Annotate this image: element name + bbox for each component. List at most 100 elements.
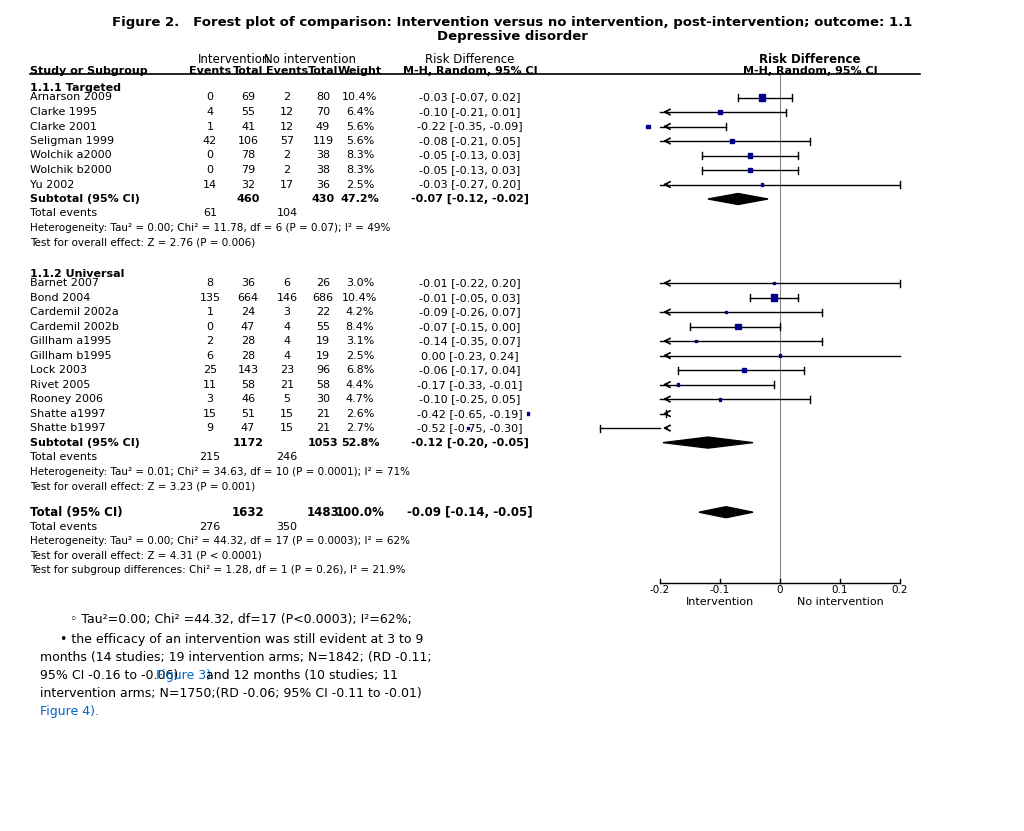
Text: Clarke 1995: Clarke 1995 [30,107,97,117]
Text: Total: Total [232,66,263,76]
FancyBboxPatch shape [694,340,697,342]
Text: and 12 months (10 studies; 11: and 12 months (10 studies; 11 [202,669,397,681]
FancyBboxPatch shape [735,324,740,329]
Text: No intervention: No intervention [797,597,884,607]
Text: 61: 61 [203,209,217,219]
Text: Bond 2004: Bond 2004 [30,293,90,302]
Text: Risk Difference: Risk Difference [425,53,515,66]
Polygon shape [663,437,753,448]
Text: 2.6%: 2.6% [346,409,374,419]
Text: 38: 38 [316,165,330,175]
Text: Test for subgroup differences: Chi² = 1.28, df = 1 (P = 0.26), I² = 21.9%: Test for subgroup differences: Chi² = 1.… [30,565,406,575]
Text: Figure 2.   Forest plot of comparison: Intervention versus no intervention, post: Figure 2. Forest plot of comparison: Int… [112,16,912,29]
Text: Total (95% CI): Total (95% CI) [30,506,123,519]
FancyBboxPatch shape [748,168,753,173]
Text: 78: 78 [241,150,255,160]
Text: No intervention: No intervention [264,53,356,66]
Text: 3: 3 [207,394,213,404]
Text: 80: 80 [316,92,330,102]
Text: intervention arms; N=1750;(RD -0.06; 95% CI -0.11 to -0.01): intervention arms; N=1750;(RD -0.06; 95%… [40,686,422,700]
Text: 46: 46 [241,394,255,404]
Text: 79: 79 [241,165,255,175]
Text: -0.52 [-0.75, -0.30]: -0.52 [-0.75, -0.30] [417,423,522,433]
Text: 32: 32 [241,179,255,189]
Text: 430: 430 [311,194,335,204]
Text: 0: 0 [777,585,783,595]
Text: Total events: Total events [30,452,97,462]
Text: Heterogeneity: Tau² = 0.00; Chi² = 44.32, df = 17 (P = 0.0003); I² = 62%: Heterogeneity: Tau² = 0.00; Chi² = 44.32… [30,536,410,546]
Text: -0.07 [-0.15, 0.00]: -0.07 [-0.15, 0.00] [419,322,520,332]
Text: 26: 26 [316,278,330,288]
Text: -0.08 [-0.21, 0.05]: -0.08 [-0.21, 0.05] [419,136,521,146]
Text: Wolchik b2000: Wolchik b2000 [30,165,112,175]
Text: -0.05 [-0.13, 0.03]: -0.05 [-0.13, 0.03] [420,150,520,160]
Text: 1483: 1483 [306,506,339,519]
Text: 350: 350 [276,522,298,532]
Text: Lock 2003: Lock 2003 [30,365,87,375]
Text: -0.2: -0.2 [650,585,670,595]
Text: Figure 3): Figure 3) [156,669,211,681]
Text: -0.42 [-0.65, -0.19]: -0.42 [-0.65, -0.19] [417,409,523,419]
Text: 58: 58 [316,380,330,390]
Text: 2.7%: 2.7% [346,423,374,433]
FancyBboxPatch shape [759,95,765,101]
Text: • the efficacy of an intervention was still evident at 3 to 9: • the efficacy of an intervention was st… [60,632,423,646]
Text: Cardemil 2002a: Cardemil 2002a [30,307,119,317]
Text: Weight: Weight [338,66,382,76]
Text: Gillham a1995: Gillham a1995 [30,336,112,346]
Text: Total events: Total events [30,522,97,532]
Text: 664: 664 [238,293,259,302]
FancyBboxPatch shape [742,368,746,372]
Text: Seligman 1999: Seligman 1999 [30,136,114,146]
Text: 119: 119 [312,136,334,146]
Text: 100.0%: 100.0% [336,506,384,519]
Text: 4.2%: 4.2% [346,307,374,317]
Text: Depressive disorder: Depressive disorder [436,30,588,43]
Text: -0.09 [-0.14, -0.05]: -0.09 [-0.14, -0.05] [408,506,532,519]
Text: 4.7%: 4.7% [346,394,374,404]
Text: Intervention: Intervention [686,597,754,607]
Text: 2.5%: 2.5% [346,351,374,361]
Text: Test for overall effect: Z = 4.31 (P < 0.0001): Test for overall effect: Z = 4.31 (P < 0… [30,551,262,561]
Text: -0.03 [-0.27, 0.20]: -0.03 [-0.27, 0.20] [419,179,521,189]
Text: Events: Events [266,66,308,76]
Text: 21: 21 [316,409,330,419]
Text: ◦ Tau²=0.00; Chi² =44.32, df=17 (P<0.0003); I²=62%;: ◦ Tau²=0.00; Chi² =44.32, df=17 (P<0.000… [70,612,412,626]
Text: 1.1.2 Universal: 1.1.2 Universal [30,268,124,278]
Text: 38: 38 [316,150,330,160]
Text: Shatte b1997: Shatte b1997 [30,423,105,433]
Polygon shape [708,194,768,204]
Text: M-H, Random, 95% CI: M-H, Random, 95% CI [742,66,878,76]
Text: 69: 69 [241,92,255,102]
Polygon shape [699,507,753,518]
Text: 55: 55 [316,322,330,332]
FancyBboxPatch shape [467,427,469,430]
Text: 51: 51 [241,409,255,419]
Text: Gillham b1995: Gillham b1995 [30,351,112,361]
Text: 19: 19 [316,336,330,346]
Text: Figure 4).: Figure 4). [40,705,99,718]
Text: 104: 104 [276,209,298,219]
Text: -0.01 [-0.05, 0.03]: -0.01 [-0.05, 0.03] [420,293,520,302]
Text: 11: 11 [203,380,217,390]
Text: 143: 143 [238,365,259,375]
Text: 22: 22 [315,307,330,317]
Text: 4: 4 [284,322,291,332]
Text: -0.03 [-0.07, 0.02]: -0.03 [-0.07, 0.02] [419,92,521,102]
Text: 5.6%: 5.6% [346,136,374,146]
Text: 23: 23 [280,365,294,375]
Text: 2: 2 [284,165,291,175]
Text: -0.10 [-0.21, 0.01]: -0.10 [-0.21, 0.01] [419,107,520,117]
Text: 28: 28 [241,351,255,361]
Text: -0.07 [-0.12, -0.02]: -0.07 [-0.12, -0.02] [411,194,529,204]
Text: Subtotal (95% CI): Subtotal (95% CI) [30,438,140,448]
FancyBboxPatch shape [778,354,781,356]
Text: 2: 2 [284,92,291,102]
Text: 8: 8 [207,278,214,288]
Text: 12: 12 [280,107,294,117]
Text: 9: 9 [207,423,214,433]
Text: 0: 0 [207,322,213,332]
Text: 6.8%: 6.8% [346,365,374,375]
Text: Events: Events [189,66,231,76]
Text: months (14 studies; 19 intervention arms; N=1842; (RD -0.11;: months (14 studies; 19 intervention arms… [40,651,432,664]
